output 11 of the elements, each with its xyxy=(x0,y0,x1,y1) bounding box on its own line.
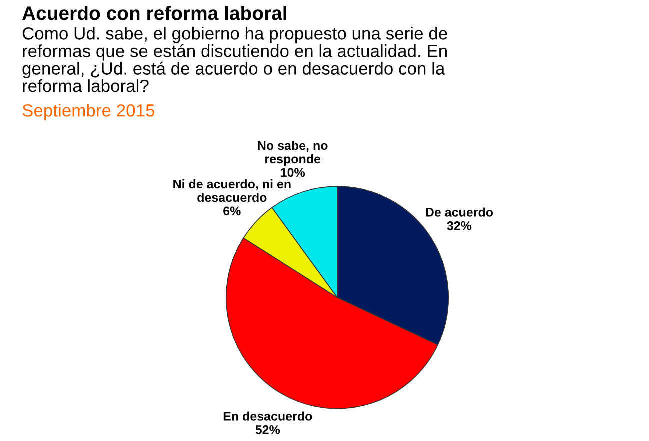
data-label: 32% xyxy=(447,222,472,230)
slice-label: En desacuerdo xyxy=(224,412,312,421)
text: Septiembre 2015 xyxy=(22,104,155,120)
chart-subtitle: Como Ud. sabe, el gobierno ha propuesto una serie de reformas que se están discutiendo en la actualidad. En general, ¿Ud. está de acuerdo o en desacuerdo con la reforma laboral? xyxy=(22,27,448,92)
slice-label: No sabe, no responde xyxy=(258,140,328,166)
data-label: 6% xyxy=(224,206,241,216)
slice-label: Ni de acuerdo, ni en desacuerdo xyxy=(174,179,291,202)
slice-label: De acuerdo xyxy=(426,208,494,217)
data-label: 52% xyxy=(256,426,280,434)
chart-title: Acuerdo con reforma laboral xyxy=(22,6,286,20)
data-label: 10% xyxy=(281,168,306,178)
